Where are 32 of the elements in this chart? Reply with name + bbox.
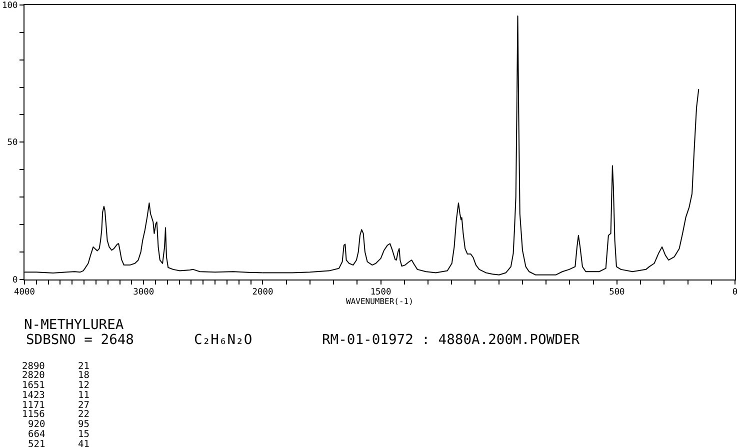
text: 2820 [22, 370, 46, 381]
text: 1171 [22, 400, 46, 411]
x-tick-label: 3000 [133, 288, 154, 298]
y-tick-label: 100 [2, 1, 18, 12]
y-tick-label: 50 [7, 138, 18, 148]
x-tick-label: 2000 [252, 288, 274, 298]
text: 1423 [22, 390, 45, 401]
x-axis-title: WAVENUMBER(-1) [346, 297, 414, 306]
text: 2890 [22, 361, 46, 372]
text: RM-01-01972 : 4880A.200M.POWDER [322, 332, 580, 348]
text: C₂H₆N₂O [194, 332, 252, 348]
text: 521 [28, 439, 46, 447]
text: 664 [28, 429, 46, 440]
text: 11 [78, 390, 90, 401]
text: 95 [78, 419, 90, 430]
text: 22 [78, 409, 90, 420]
y-tick-label: 0 [12, 275, 18, 286]
text: 15 [78, 429, 90, 440]
text: 12 [78, 380, 90, 391]
text: 21 [78, 361, 90, 372]
text: 1156 [22, 409, 46, 420]
text: SDBSNO = 2648 [26, 332, 134, 348]
x-tick-label: 1500 [370, 288, 392, 298]
text: 27 [78, 400, 90, 411]
x-tick-label: 500 [609, 288, 625, 298]
text: 1651 [22, 380, 46, 391]
text: 18 [78, 370, 90, 381]
text: 920 [28, 419, 46, 430]
x-tick-label: 4000 [14, 288, 35, 298]
x-tick-label: 0 [732, 288, 738, 298]
text: 41 [78, 439, 90, 447]
text: N-METHYLUREA [24, 316, 124, 333]
